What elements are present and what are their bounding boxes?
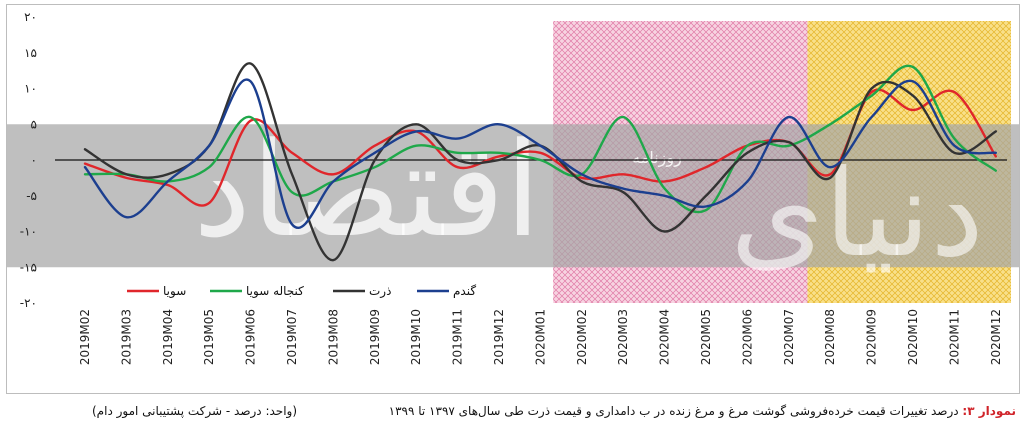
x-tick-label: 2020M06 [740,309,754,365]
y-tick-label: -۵ [26,189,37,203]
x-tick-label: 2019M09 [368,309,382,365]
y-tick-label: ۰ [31,153,37,167]
y-tick-label: ۱۰ [24,82,37,96]
figure-title: درصد تغییرات قیمت خرده‌فروشی گوشت مرغ و … [388,404,959,418]
figure-caption: نمودار ۳: درصد تغییرات قیمت خرده‌فروشی گ… [389,404,1016,418]
watermark-small: روزنامه [632,148,682,168]
watermark-text-2: دنیای [730,145,984,284]
series-line-konjaleh [83,64,997,214]
x-tick-label: 2019M06 [244,309,258,365]
x-tick-label: 2019M10 [409,309,423,365]
watermark-text: اقتصاد [193,114,541,266]
y-tick-label: ۱۵ [24,46,37,60]
legend-label-sooya: سویا [163,284,186,299]
x-tick-label: 2020M04 [658,309,672,365]
y-tick-label: ۵ [31,117,37,131]
y-axis: ۲۰ ۱۵ ۱۰ ۵ ۰ -۵ -۱۰ -۱۵ -۲۰ [20,10,37,310]
series-line-zorrat [83,62,997,262]
x-tick-label: 2020M11 [947,309,961,365]
x-tick-label: 2020M02 [575,309,589,365]
y-tick-label: -۱۵ [20,260,37,274]
x-tick-label: 2019M11 [451,309,465,365]
series-line-gandom [83,78,997,229]
figure-label: نمودار ۳: [962,404,1016,418]
x-tick-label: 2020M07 [782,309,796,365]
x-tick-label: 2019M02 [78,309,92,365]
x-tick-label: 2019M03 [119,309,133,365]
legend-label-konjaleh: کنجاله سویا [246,284,304,299]
x-tick-label: 2020M05 [699,309,713,365]
x-tick-label: 2019M08 [326,309,340,365]
x-axis: 2019M02 2019M03 2019M04 2019M05 2019M06 2019M… [78,309,1003,365]
legend-label-gandom: گندم [453,284,476,298]
x-tick-label: 2019M07 [285,309,299,365]
chart-frame: اقتصاد دنیای روزنامه ۲۰ ۱۵ ۱۰ ۵ ۰ -۵ -۱۰ -۱۵ -۲۰… [6,4,1020,394]
legend: سویا کنجاله سویا ذرت گندم [127,284,476,299]
unit-note: (واحد: درصد - شرکت پشتیبانی امور دام) [92,404,298,418]
series-lines [83,62,997,262]
x-tick-label: 2019M05 [202,309,216,365]
x-tick-label: 2020M01 [533,309,547,365]
x-tick-label: 2020M12 [989,309,1003,365]
legend-label-zorrat: ذرت [369,284,391,299]
x-tick-label: 2019M12 [492,309,506,365]
line-chart: اقتصاد دنیای روزنامه ۲۰ ۱۵ ۱۰ ۵ ۰ -۵ -۱۰ -۱۵ -۲۰… [7,10,1019,365]
y-tick-label: -۱۰ [20,225,37,239]
watermark: اقتصاد دنیای روزنامه [193,114,984,284]
y-tick-label: ۲۰ [24,10,37,24]
x-tick-label: 2020M08 [823,309,837,365]
x-tick-label: 2020M03 [616,309,630,365]
x-tick-label: 2019M04 [161,309,175,365]
x-tick-label: 2020M09 [865,309,879,365]
y-tick-label: -۲۰ [20,296,37,310]
x-tick-label: 2020M10 [906,309,920,365]
